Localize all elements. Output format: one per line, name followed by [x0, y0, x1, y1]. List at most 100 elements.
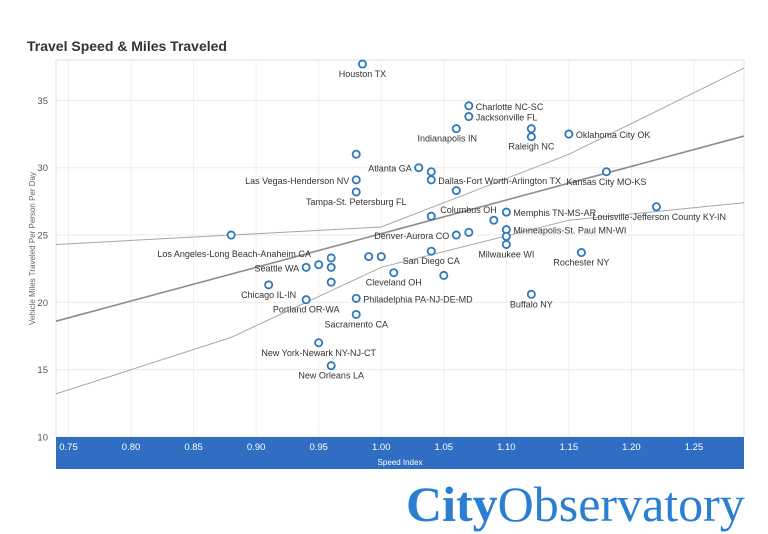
data-point — [314, 338, 324, 348]
data-label: Las Vegas-Henderson NV — [245, 176, 349, 186]
data-label: Oklahoma City OK — [576, 130, 651, 140]
plot-area — [55, 59, 745, 438]
data-point — [351, 149, 361, 159]
data-point — [351, 175, 361, 185]
x-tick-label: 0.80 — [122, 442, 141, 453]
data-point — [464, 101, 474, 111]
data-label: Houston TX — [339, 69, 386, 79]
data-label: Chicago IL-IN — [241, 290, 296, 300]
x-axis-title: Speed Index — [378, 458, 423, 467]
data-point — [426, 211, 436, 221]
data-point — [489, 215, 499, 225]
confidence-band-upper — [55, 67, 745, 245]
data-point — [426, 246, 436, 256]
x-tick-label: 1.25 — [685, 442, 704, 453]
data-point — [464, 227, 474, 237]
data-point — [451, 230, 461, 240]
data-point — [326, 262, 336, 272]
x-tick-label: 0.90 — [247, 442, 266, 453]
data-point — [226, 230, 236, 240]
data-point — [601, 167, 611, 177]
data-point — [301, 295, 311, 305]
y-tick-label: 20 — [37, 298, 48, 309]
x-tick-label: 1.05 — [435, 442, 454, 453]
data-label: Louisville-Jefferson County KY-IN — [592, 212, 726, 222]
data-point — [501, 239, 511, 249]
data-point — [439, 270, 449, 280]
data-point — [564, 129, 574, 139]
data-label: Memphis TN-MS-AR — [513, 208, 596, 218]
data-label: Denver-Aurora CO — [374, 231, 449, 241]
data-point — [526, 289, 536, 299]
data-label: San Diego CA — [403, 256, 460, 266]
data-label: Philadelphia PA-NJ-DE-MD — [363, 294, 473, 304]
data-point — [576, 248, 586, 258]
x-tick-label: 1.10 — [497, 442, 516, 453]
x-tick-label: 1.20 — [622, 442, 641, 453]
y-tick-label: 10 — [37, 433, 48, 444]
data-label: Milwaukee WI — [478, 249, 534, 259]
data-label: Cleveland OH — [366, 278, 422, 288]
data-point — [426, 167, 436, 177]
x-tick-label: 1.15 — [560, 442, 579, 453]
data-label: Minneapolis-St. Paul MN-WI — [513, 226, 626, 236]
data-point — [651, 202, 661, 212]
data-label: Dallas-Fort Worth-Arlington TX — [438, 176, 561, 186]
data-point — [326, 277, 336, 287]
x-tick-label: 0.85 — [184, 442, 203, 453]
data-label: New Orleans LA — [298, 371, 364, 381]
y-tick-label: 35 — [37, 96, 48, 107]
data-point — [389, 268, 399, 278]
data-point — [501, 231, 511, 241]
data-label: Los Angeles-Long Beach-Anaheim CA — [157, 249, 311, 259]
data-point — [451, 186, 461, 196]
data-point — [326, 253, 336, 263]
data-label: Raleigh NC — [508, 142, 555, 152]
data-point — [426, 175, 436, 185]
data-point — [526, 132, 536, 142]
data-label: Sacramento CA — [324, 319, 388, 329]
data-label: Charlotte NC-SC — [476, 102, 544, 112]
trend-line — [55, 135, 745, 322]
data-label: Jacksonville FL — [476, 113, 538, 123]
data-point — [464, 112, 474, 122]
data-point — [364, 252, 374, 262]
city-observatory-logo: CityObservatory — [406, 474, 745, 534]
data-label: Seattle WA — [254, 263, 299, 273]
data-label: Atlanta GA — [368, 164, 412, 174]
data-label: Portland OR-WA — [273, 305, 340, 315]
y-axis-title: Vehicle Miles Traveled Per Person Per Da… — [28, 172, 37, 325]
data-point — [526, 124, 536, 134]
data-point — [357, 59, 367, 69]
logo-observatory: Observatory — [497, 476, 745, 532]
data-label: Indianapolis IN — [418, 134, 478, 144]
data-point — [351, 293, 361, 303]
x-tick-label: 0.75 — [59, 442, 78, 453]
confidence-band-lower — [55, 202, 745, 395]
data-point — [326, 361, 336, 371]
data-point — [351, 187, 361, 197]
data-point — [501, 207, 511, 217]
y-tick-label: 25 — [37, 231, 48, 242]
data-point — [376, 252, 386, 262]
data-point — [301, 262, 311, 272]
data-point — [314, 260, 324, 270]
data-point — [414, 163, 424, 173]
y-tick-label: 30 — [37, 163, 48, 174]
x-tick-label: 0.95 — [309, 442, 328, 453]
data-point — [351, 309, 361, 319]
data-label: Columbus OH — [440, 205, 497, 215]
data-label: New York-Newark NY-NJ-CT — [261, 348, 376, 358]
data-label: Kansas City MO-KS — [566, 177, 646, 187]
x-tick-label: 1.00 — [372, 442, 391, 453]
x-axis-band — [56, 437, 744, 469]
data-label: Tampa-St. Petersburg FL — [306, 197, 407, 207]
chart-title: Travel Speed & Miles Traveled — [27, 38, 227, 54]
data-label: Buffalo NY — [510, 299, 553, 309]
data-point — [451, 124, 461, 134]
data-point — [264, 280, 274, 290]
y-tick-label: 15 — [37, 365, 48, 376]
logo-city: City — [406, 476, 498, 532]
data-label: Rochester NY — [553, 258, 609, 268]
